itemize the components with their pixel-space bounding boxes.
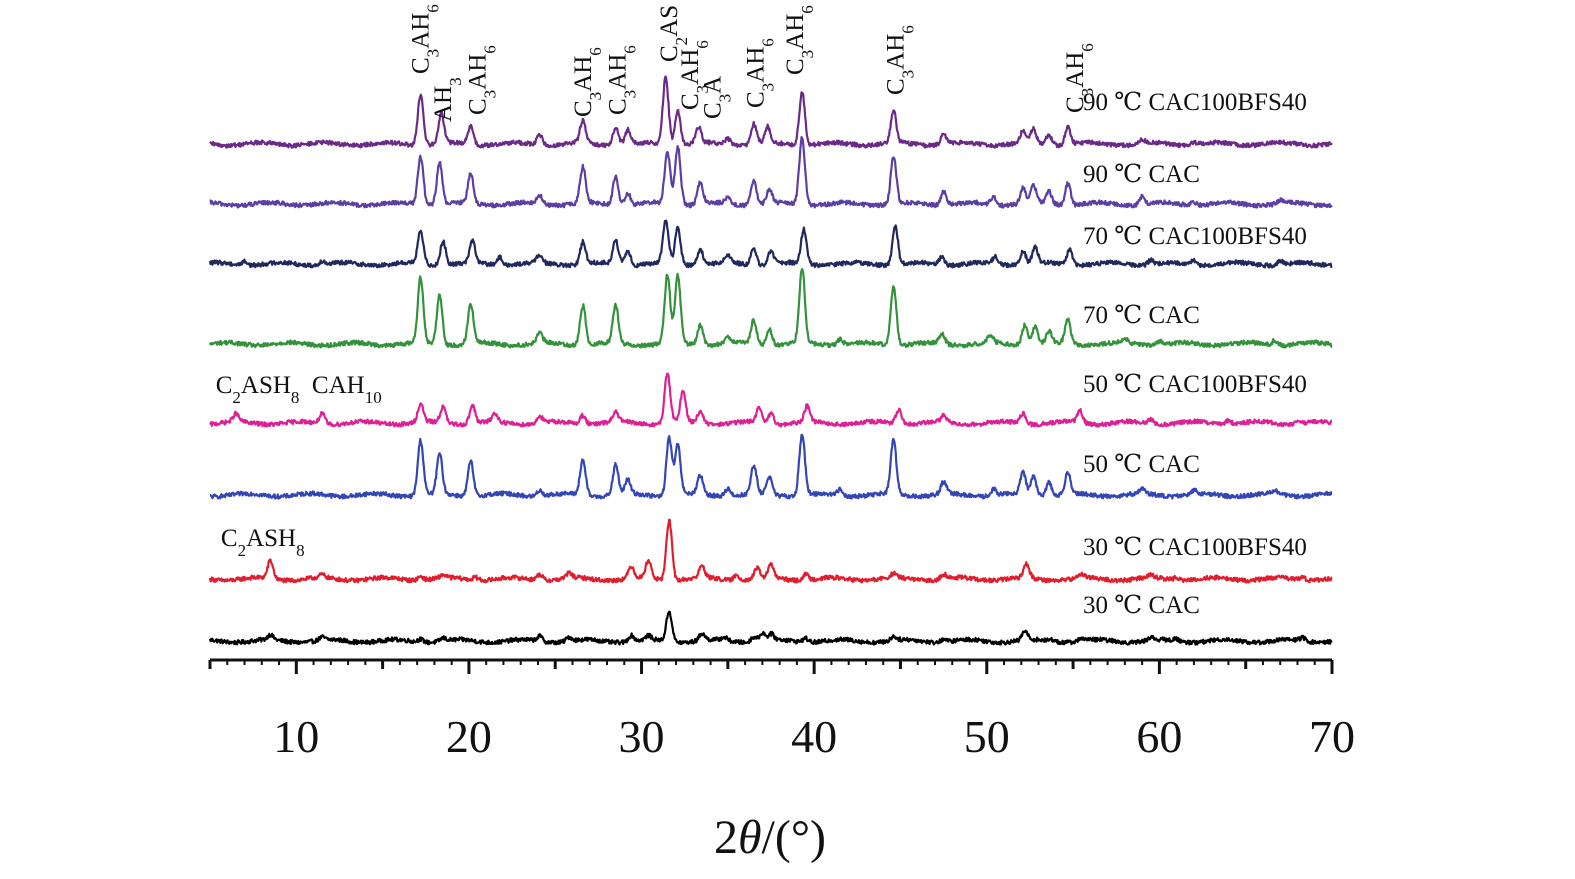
x-tick-label: 30 (619, 711, 665, 762)
phase-label: C3AH6 (408, 4, 443, 74)
x-tick-labels: 10 20 30 40 50 60 70 (273, 711, 1355, 762)
x-tick-label: 70 (1309, 711, 1355, 762)
phase-label: C2AS (656, 5, 691, 62)
phase-label: C2ASH8 (221, 525, 305, 560)
series-label: 90 ℃ CAC (1083, 161, 1200, 188)
series-line (208, 219, 1333, 269)
series-line (209, 75, 1333, 149)
phase-label: C3AH6 (604, 45, 639, 115)
phase-label: AH3 (430, 77, 465, 122)
series-labels: 30 ℃ CAC 30 ℃ CAC100BFS40 50 ℃ CAC 50 ℃ CAC… (1083, 89, 1307, 619)
series-label: 70 ℃ CAC100BFS40 (1083, 223, 1307, 250)
series-line (208, 610, 1333, 646)
x-axis-title: 2θ/(°) (714, 811, 826, 864)
phase-label: C3AH6 (465, 45, 500, 115)
series-label: 30 ℃ CAC100BFS40 (1083, 534, 1307, 561)
series-label: 50 ℃ CAC (1083, 451, 1200, 478)
x-tick-label: 20 (446, 711, 492, 762)
phase-label: C3AH6 (1062, 43, 1097, 113)
series-label: 90 ℃ CAC100BFS40 (1083, 89, 1307, 116)
phase-label: C3AH6 (743, 38, 778, 108)
phase-label: C3AH6 (677, 40, 712, 110)
series-line (209, 372, 1333, 428)
x-tick-label: 60 (1136, 711, 1182, 762)
x-axis (208, 658, 1334, 674)
series-line (208, 518, 1333, 584)
series-line (208, 268, 1333, 349)
phase-label: C3AH6 (570, 47, 605, 117)
series-label: 50 ℃ CAC100BFS40 (1083, 371, 1307, 398)
phase-label: C3A (699, 76, 734, 119)
phase-label: C3AH6 (782, 5, 817, 75)
series-label: 30 ℃ CAC (1083, 592, 1200, 619)
series-line (209, 433, 1333, 500)
x-tick-label: 50 (964, 711, 1010, 762)
x-tick-label: 40 (791, 711, 837, 762)
series-label: 70 ℃ CAC (1083, 302, 1200, 329)
phase-label: C3AH6 (882, 25, 917, 95)
x-tick-label: 10 (273, 711, 319, 762)
phase-label: C2ASH8 CAH10 (216, 372, 382, 407)
series-line (209, 136, 1333, 209)
xrd-traces (208, 75, 1333, 646)
